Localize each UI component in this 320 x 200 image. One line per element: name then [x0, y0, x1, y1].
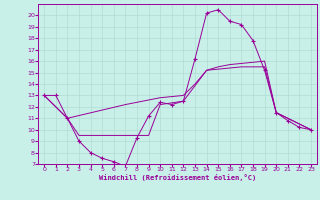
X-axis label: Windchill (Refroidissement éolien,°C): Windchill (Refroidissement éolien,°C) [99, 174, 256, 181]
